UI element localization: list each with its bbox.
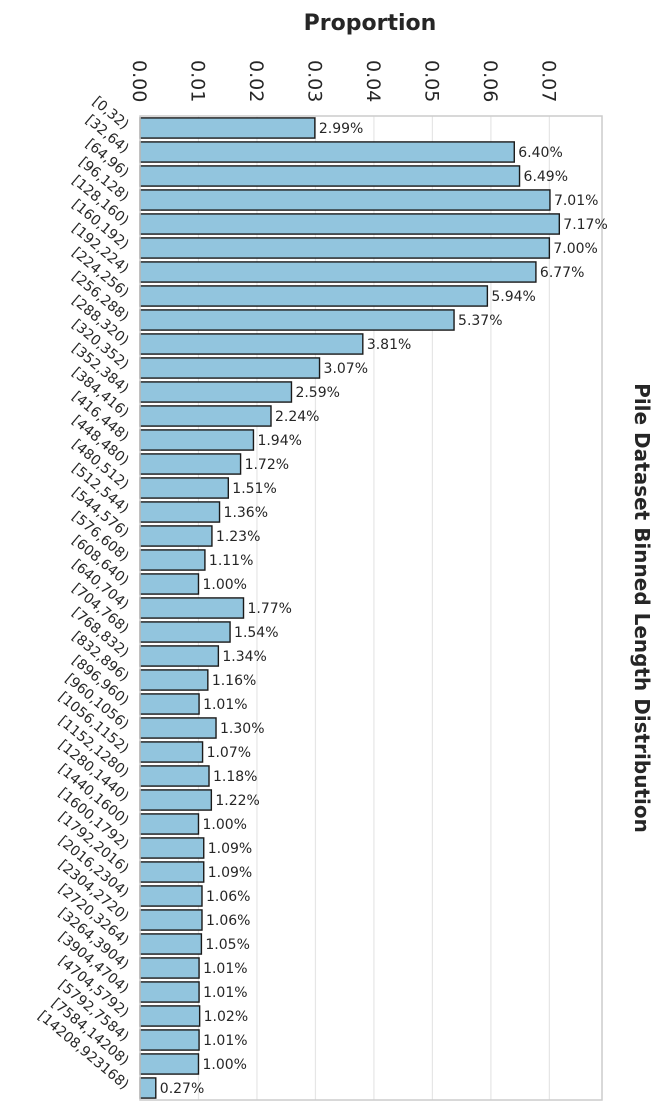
data-label: 7.17% xyxy=(563,217,607,233)
bar xyxy=(139,453,242,475)
data-label: 1.01% xyxy=(203,1033,247,1049)
bar xyxy=(139,861,205,883)
data-label: 1.00% xyxy=(202,1057,246,1073)
bar xyxy=(139,885,203,907)
bar xyxy=(139,141,515,163)
data-label: 1.05% xyxy=(205,937,249,953)
data-label: 1.09% xyxy=(208,865,252,881)
x-tick-label: 0.07 xyxy=(537,60,559,102)
bar xyxy=(139,981,200,1003)
bar xyxy=(139,837,205,859)
bar xyxy=(139,1005,201,1027)
x-tick-label: 0.04 xyxy=(362,60,384,102)
data-label: 1.34% xyxy=(222,649,266,665)
bar xyxy=(139,333,364,355)
data-label: 7.01% xyxy=(554,193,598,209)
data-label: 7.00% xyxy=(553,241,597,257)
x-tick-label: 0.03 xyxy=(303,60,325,102)
bar xyxy=(139,429,255,451)
bar xyxy=(139,501,221,523)
bar xyxy=(139,477,230,499)
data-label: 1.00% xyxy=(202,577,246,593)
data-label: 1.23% xyxy=(216,529,260,545)
x-tick-label: 0.02 xyxy=(245,60,267,102)
bar xyxy=(139,957,200,979)
data-label: 2.24% xyxy=(275,409,319,425)
bar xyxy=(139,525,213,547)
data-label: 6.77% xyxy=(540,265,584,281)
bar xyxy=(139,237,551,259)
data-label: 1.01% xyxy=(203,697,247,713)
bar xyxy=(139,789,213,811)
data-label: 2.99% xyxy=(319,121,363,137)
bar xyxy=(139,933,203,955)
data-label: 1.77% xyxy=(248,601,292,617)
bar xyxy=(139,549,206,571)
bar xyxy=(139,285,489,307)
bar xyxy=(139,357,321,379)
data-label: 0.27% xyxy=(160,1081,204,1097)
data-label: 1.02% xyxy=(204,1009,248,1025)
bar xyxy=(139,717,217,739)
x-tick-label: 0.06 xyxy=(479,60,501,102)
data-labels: 2.99% 6.40% 6.49% 7.01% 7.17% 7.00% 6.77% 5.94%… xyxy=(160,121,608,1097)
x-tick-labels: 0.00 0.01 0.02 0.03 0.04 0.05 0.06 0.07 xyxy=(128,60,559,102)
x-axis-title: Proportion xyxy=(304,11,437,36)
data-label: 5.37% xyxy=(458,313,502,329)
bar xyxy=(139,669,209,691)
x-tick-label: 0.00 xyxy=(128,60,150,102)
x-tick-label: 0.05 xyxy=(420,60,442,102)
bar xyxy=(139,645,220,667)
bar xyxy=(139,813,200,835)
data-label: 1.54% xyxy=(234,625,278,641)
data-label: 1.94% xyxy=(257,433,301,449)
bar xyxy=(139,1029,200,1051)
chart-title: Pile Dataset Binned Length Distribution xyxy=(630,383,654,833)
bar xyxy=(139,597,245,619)
data-label: 1.18% xyxy=(213,769,257,785)
bar xyxy=(139,165,521,187)
data-label: 1.09% xyxy=(208,841,252,857)
plot-frame xyxy=(139,115,603,1101)
bar xyxy=(139,573,200,595)
bar xyxy=(139,1077,157,1099)
data-label: 3.07% xyxy=(324,361,368,377)
data-label: 1.06% xyxy=(206,889,250,905)
data-label: 6.40% xyxy=(518,145,562,161)
data-label: 1.01% xyxy=(203,985,247,1001)
data-label: 1.06% xyxy=(206,913,250,929)
data-label: 1.30% xyxy=(220,721,264,737)
data-label: 1.51% xyxy=(232,481,276,497)
data-label: 1.00% xyxy=(202,817,246,833)
bar xyxy=(139,909,203,931)
data-label: 1.72% xyxy=(245,457,289,473)
data-label: 1.22% xyxy=(215,793,259,809)
bar xyxy=(139,189,551,211)
data-label: 2.59% xyxy=(295,385,339,401)
data-label: 1.11% xyxy=(209,553,253,569)
data-label: 5.94% xyxy=(491,289,535,305)
data-label: 6.49% xyxy=(524,169,568,185)
bar xyxy=(139,381,293,403)
bar xyxy=(139,765,210,787)
bar xyxy=(139,1053,200,1075)
bar xyxy=(139,117,316,139)
bar xyxy=(139,309,455,331)
data-label: 1.16% xyxy=(212,673,256,689)
data-label: 1.01% xyxy=(203,961,247,977)
x-tick-label: 0.01 xyxy=(186,60,208,102)
data-label: 1.36% xyxy=(224,505,268,521)
bar xyxy=(139,693,200,715)
bar xyxy=(139,621,231,643)
bar xyxy=(139,261,537,283)
bars xyxy=(139,117,561,1099)
bar xyxy=(139,741,204,763)
data-label: 3.81% xyxy=(367,337,411,353)
bar xyxy=(139,405,272,427)
bar xyxy=(139,213,561,235)
category-labels: [0,32)[32,64)[64,96)[96,128)[128,160)[16… xyxy=(35,94,132,1093)
data-label: 1.07% xyxy=(207,745,251,761)
